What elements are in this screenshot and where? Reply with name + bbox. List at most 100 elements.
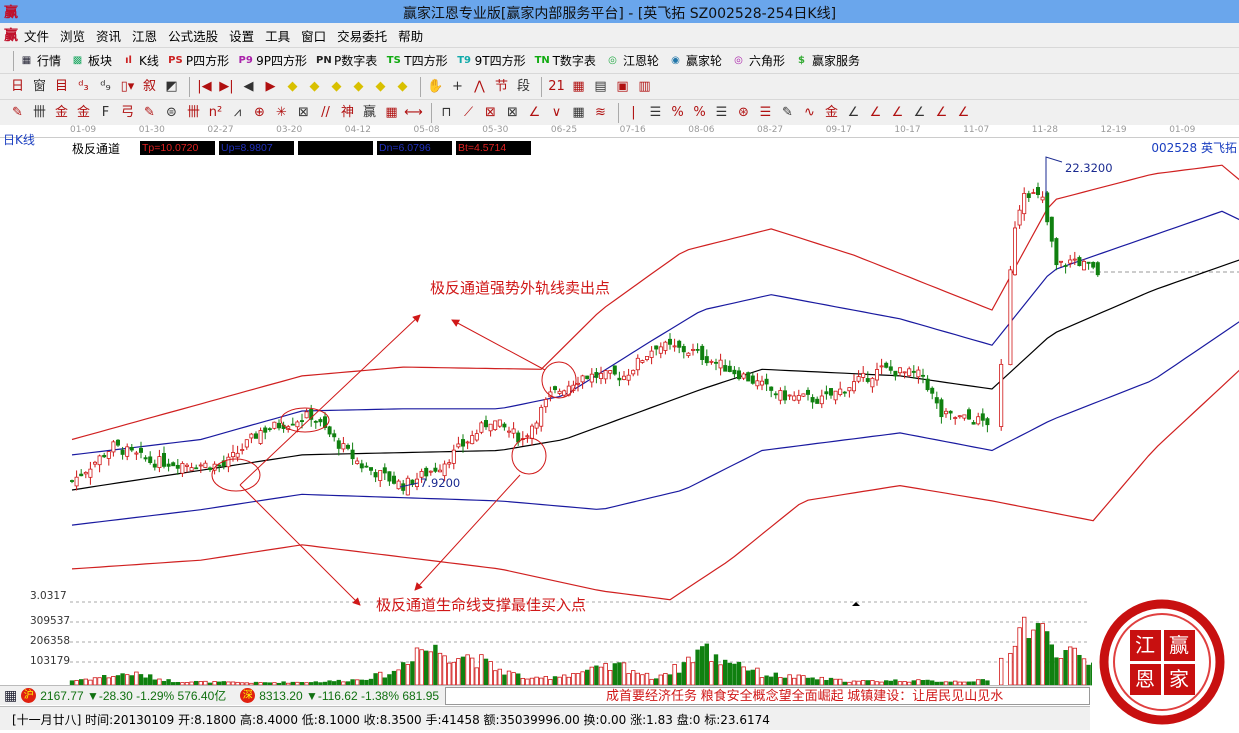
toolbar-tool-icon[interactable]: // bbox=[321, 105, 330, 120]
toolbar-tool-icon[interactable]: ✎ bbox=[782, 105, 793, 120]
toolbar-tool-icon[interactable]: ∠ bbox=[935, 105, 948, 120]
kline-chart[interactable] bbox=[0, 136, 1239, 686]
toolbar-tool-icon[interactable]: ⟋ bbox=[463, 105, 474, 120]
toolbar-tool-icon[interactable]: ᵈ₃ bbox=[78, 79, 89, 94]
toolbar-tool-icon[interactable]: ▯▾ bbox=[120, 79, 135, 94]
toolbar-tool-icon[interactable]: ▦ bbox=[385, 105, 398, 120]
toolbar-tool-icon[interactable]: ∠ bbox=[957, 105, 970, 120]
toolbar-tool-icon[interactable]: ⋀ bbox=[474, 79, 485, 94]
toolbar-tool-icon[interactable]: ◀ bbox=[243, 79, 254, 94]
toolbar-tool-icon[interactable]: ◆ bbox=[375, 79, 386, 94]
toolbar-tool-icon[interactable]: ⊠ bbox=[507, 105, 518, 120]
toolbar-tool-icon[interactable]: ⩘ bbox=[233, 105, 242, 120]
toolbar-tool-icon[interactable]: ☰ bbox=[649, 105, 662, 120]
toolbar-tool-icon[interactable]: ✳ bbox=[276, 105, 287, 120]
hexagon-button[interactable]: ◎ 六角形 bbox=[731, 52, 785, 69]
menu-item[interactable]: 设置 bbox=[229, 28, 255, 44]
quote-table-icon[interactable]: ▦ bbox=[4, 687, 18, 703]
menu-item[interactable]: 资讯 bbox=[96, 28, 122, 44]
toolbar-tool-icon[interactable]: ∨ bbox=[551, 105, 562, 120]
tn-button[interactable]: TN T数字表 bbox=[535, 52, 596, 69]
candlestick-button[interactable]: ıl K线 bbox=[121, 52, 159, 69]
grid-table-button[interactable]: ▦ 行情 bbox=[19, 52, 61, 69]
gann-wheel-button[interactable]: ◎ 江恩轮 bbox=[605, 52, 659, 69]
toolbar-tool-icon[interactable]: ⊓ bbox=[441, 105, 452, 120]
toolbar-tool-icon[interactable]: ▶| bbox=[219, 79, 234, 94]
shenzhen-index[interactable]: 8313.20 ▼-116.62 -1.38% 681.95 bbox=[259, 688, 440, 703]
toolbar-tool-icon[interactable]: 卌 bbox=[186, 105, 200, 120]
toolbar-tool-icon[interactable]: n² bbox=[208, 105, 223, 120]
toolbar-tool-icon[interactable]: ▦ bbox=[572, 79, 585, 94]
toolbar-tool-icon[interactable]: ⊠ bbox=[485, 105, 496, 120]
dollar-button[interactable]: $ 赢家服务 bbox=[794, 52, 860, 69]
toolbar-tool-icon[interactable]: ▦ bbox=[572, 105, 585, 120]
toolbar-tool-icon[interactable]: + bbox=[452, 79, 463, 94]
toolbar-tool-icon[interactable]: ▤ bbox=[594, 79, 607, 94]
toolbar-tool-icon[interactable]: ⟷ bbox=[404, 105, 423, 120]
toolbar-tool-icon[interactable]: ∠ bbox=[891, 105, 904, 120]
toolbar-tool-icon[interactable]: 目 bbox=[54, 79, 68, 94]
toolbar-tool-icon[interactable]: 金 bbox=[54, 105, 68, 120]
menu-item[interactable]: 江恩 bbox=[132, 28, 158, 44]
toolbar-tool-icon[interactable]: ⊜ bbox=[166, 105, 177, 120]
p9-button[interactable]: P9 9P四方形 bbox=[238, 52, 308, 69]
toolbar-tool-icon[interactable]: 21 bbox=[548, 79, 565, 94]
indicator-name[interactable]: 极反通道 bbox=[72, 142, 121, 156]
toolbar-tool-icon[interactable]: % bbox=[671, 105, 684, 120]
toolbar-tool-icon[interactable]: 神 bbox=[340, 105, 354, 120]
toolbar-tool-icon[interactable]: 金 bbox=[76, 105, 90, 120]
toolbar-tool-icon[interactable]: |◀ bbox=[197, 79, 212, 94]
toolbar-tool-icon[interactable]: ◩ bbox=[165, 79, 178, 94]
toolbar-tool-icon[interactable]: ∿ bbox=[804, 105, 815, 120]
toolbar-tool-icon[interactable]: 弓 bbox=[120, 105, 134, 120]
t9-button[interactable]: T9 9T四方形 bbox=[457, 52, 525, 69]
toolbar-tool-icon[interactable]: ◆ bbox=[353, 79, 364, 94]
big-wheel-button[interactable]: ◉ 赢家轮 bbox=[668, 52, 722, 69]
ts-button[interactable]: TS T四方形 bbox=[386, 52, 448, 69]
toolbar-tool-icon[interactable]: ᵈ₉ bbox=[100, 79, 111, 94]
toolbar-tool-icon[interactable]: ✋ bbox=[427, 79, 444, 94]
menu-item[interactable]: 帮助 bbox=[398, 28, 424, 44]
menu-item[interactable]: 文件 bbox=[24, 28, 50, 44]
toolbar-tool-icon[interactable]: ∠ bbox=[913, 105, 926, 120]
menu-item[interactable]: 公式选股 bbox=[168, 28, 219, 44]
toolbar-tool-icon[interactable]: 日▾ bbox=[10, 79, 24, 99]
menu-item[interactable]: 窗口 bbox=[301, 28, 327, 44]
toolbar-tool-icon[interactable]: 赢 bbox=[362, 105, 376, 120]
toolbar-tool-icon[interactable]: ⊠ bbox=[298, 105, 309, 120]
toolbar-tool-icon[interactable]: ◆ bbox=[309, 79, 320, 94]
toolbar-tool-icon[interactable]: ▣ bbox=[616, 79, 629, 94]
toolbar-tool-icon[interactable]: 金 bbox=[824, 105, 838, 120]
toolbar-tool-icon[interactable]: ▥ bbox=[638, 79, 651, 94]
toolbar-tool-icon[interactable]: ◆ bbox=[397, 79, 408, 94]
ps-button[interactable]: PS P四方形 bbox=[168, 52, 229, 69]
toolbar-tool-icon[interactable]: ✎ bbox=[12, 105, 23, 120]
toolbar-tool-icon[interactable]: F bbox=[101, 105, 110, 120]
toolbar-tool-icon[interactable]: ☰ bbox=[715, 105, 728, 120]
menu-item[interactable]: 交易委托 bbox=[337, 28, 388, 44]
toolbar-tool-icon[interactable]: 节 bbox=[494, 79, 508, 94]
toolbar-tool-icon[interactable]: ∠ bbox=[869, 105, 882, 120]
menu-item[interactable]: 浏览 bbox=[60, 28, 86, 44]
toolbar-tool-icon[interactable]: 卌 bbox=[32, 105, 46, 120]
menu-logo-icon[interactable]: 赢 bbox=[4, 28, 18, 44]
toolbar-tool-icon[interactable]: ◆ bbox=[331, 79, 342, 94]
menu-item[interactable]: 工具 bbox=[265, 28, 291, 44]
toolbar-tool-icon[interactable]: 窗 bbox=[32, 79, 46, 94]
toolbar-tool-icon[interactable]: ✎ bbox=[144, 105, 155, 120]
toolbar-tool-icon[interactable]: ⊛ bbox=[738, 105, 749, 120]
toolbar-tool-icon[interactable]: ◆ bbox=[287, 79, 298, 94]
pn-button[interactable]: PN P数字表 bbox=[316, 52, 377, 69]
toolbar-tool-icon[interactable]: 段 bbox=[516, 79, 530, 94]
blocks-button[interactable]: ▩ 板块 bbox=[70, 52, 112, 69]
toolbar-tool-icon[interactable]: ≋ bbox=[595, 105, 606, 120]
toolbar-tool-icon[interactable]: 叙 bbox=[142, 79, 156, 94]
toolbar-tool-icon[interactable]: | bbox=[631, 105, 636, 120]
toolbar-tool-icon[interactable]: ▶ bbox=[265, 79, 276, 94]
toolbar-tool-icon[interactable]: ⊕ bbox=[254, 105, 265, 120]
toolbar-tool-icon[interactable]: ∠ bbox=[847, 105, 860, 120]
toolbar-tool-icon[interactable]: % bbox=[693, 105, 706, 120]
news-ticker[interactable]: 成首要经济任务 粮食安全概念望全面崛起 城镇建设：让居民见山见水 bbox=[445, 686, 1090, 705]
shanghai-index[interactable]: 2167.77 ▼-28.30 -1.29% 576.40亿 bbox=[40, 689, 227, 703]
toolbar-tool-icon[interactable]: ☰ bbox=[759, 105, 772, 120]
